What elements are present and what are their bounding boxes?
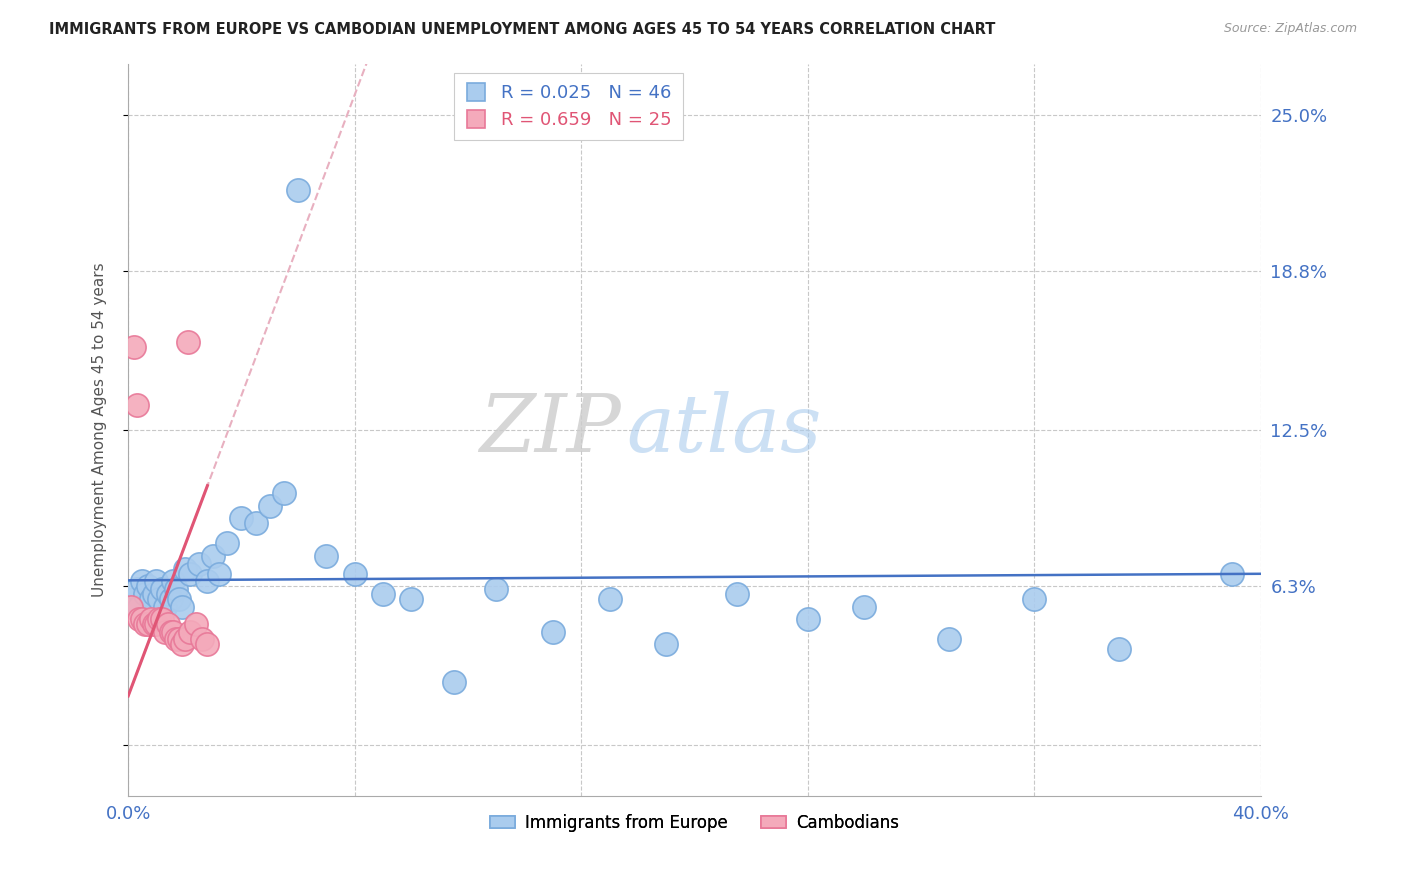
Y-axis label: Unemployment Among Ages 45 to 54 years: Unemployment Among Ages 45 to 54 years bbox=[93, 262, 107, 598]
Point bbox=[142, 617, 165, 632]
Point bbox=[145, 617, 167, 632]
Point bbox=[1222, 566, 1244, 581]
Point bbox=[179, 624, 201, 639]
Point bbox=[217, 536, 239, 550]
Point bbox=[485, 582, 508, 596]
Point bbox=[170, 637, 193, 651]
Point bbox=[145, 574, 167, 589]
Point bbox=[148, 591, 170, 606]
Point bbox=[125, 582, 148, 596]
Point bbox=[401, 591, 423, 606]
Point bbox=[197, 574, 219, 589]
Point bbox=[162, 624, 184, 639]
Point bbox=[150, 612, 173, 626]
Point bbox=[128, 612, 150, 626]
Text: ZIP: ZIP bbox=[479, 392, 621, 468]
Point bbox=[125, 398, 148, 412]
Point bbox=[197, 637, 219, 651]
Point bbox=[371, 587, 394, 601]
Point bbox=[156, 587, 179, 601]
Point bbox=[134, 587, 156, 601]
Point bbox=[231, 511, 253, 525]
Point bbox=[191, 632, 214, 647]
Point bbox=[599, 591, 621, 606]
Point bbox=[153, 599, 176, 614]
Point bbox=[167, 591, 190, 606]
Point bbox=[131, 612, 153, 626]
Point bbox=[156, 617, 179, 632]
Point bbox=[122, 591, 145, 606]
Point bbox=[134, 617, 156, 632]
Point bbox=[139, 612, 162, 626]
Point bbox=[150, 582, 173, 596]
Point bbox=[287, 183, 309, 197]
Point bbox=[202, 549, 225, 563]
Point bbox=[173, 562, 195, 576]
Point bbox=[120, 599, 142, 614]
Legend: Immigrants from Europe, Cambodians: Immigrants from Europe, Cambodians bbox=[484, 807, 905, 838]
Point bbox=[655, 637, 678, 651]
Point bbox=[165, 632, 187, 647]
Point bbox=[1108, 642, 1130, 657]
Text: Source: ZipAtlas.com: Source: ZipAtlas.com bbox=[1223, 22, 1357, 36]
Text: atlas: atlas bbox=[627, 392, 823, 468]
Point bbox=[725, 587, 748, 601]
Point bbox=[131, 574, 153, 589]
Point bbox=[541, 624, 564, 639]
Point bbox=[128, 599, 150, 614]
Point bbox=[188, 557, 211, 571]
Point bbox=[184, 617, 207, 632]
Point bbox=[122, 340, 145, 354]
Point bbox=[259, 499, 281, 513]
Point bbox=[1024, 591, 1046, 606]
Point bbox=[343, 566, 366, 581]
Point bbox=[159, 591, 181, 606]
Point bbox=[153, 624, 176, 639]
Point bbox=[148, 612, 170, 626]
Point bbox=[315, 549, 337, 563]
Point bbox=[167, 632, 190, 647]
Point bbox=[853, 599, 876, 614]
Point bbox=[176, 334, 198, 349]
Point bbox=[136, 617, 159, 632]
Point bbox=[245, 516, 267, 531]
Point bbox=[208, 566, 231, 581]
Point bbox=[165, 582, 187, 596]
Point bbox=[796, 612, 818, 626]
Point bbox=[938, 632, 960, 647]
Point bbox=[162, 574, 184, 589]
Point bbox=[170, 599, 193, 614]
Point bbox=[173, 632, 195, 647]
Text: IMMIGRANTS FROM EUROPE VS CAMBODIAN UNEMPLOYMENT AMONG AGES 45 TO 54 YEARS CORRE: IMMIGRANTS FROM EUROPE VS CAMBODIAN UNEM… bbox=[49, 22, 995, 37]
Point bbox=[136, 579, 159, 593]
Point bbox=[159, 624, 181, 639]
Point bbox=[179, 566, 201, 581]
Point bbox=[273, 486, 295, 500]
Point bbox=[443, 675, 465, 690]
Point bbox=[139, 591, 162, 606]
Point bbox=[142, 587, 165, 601]
